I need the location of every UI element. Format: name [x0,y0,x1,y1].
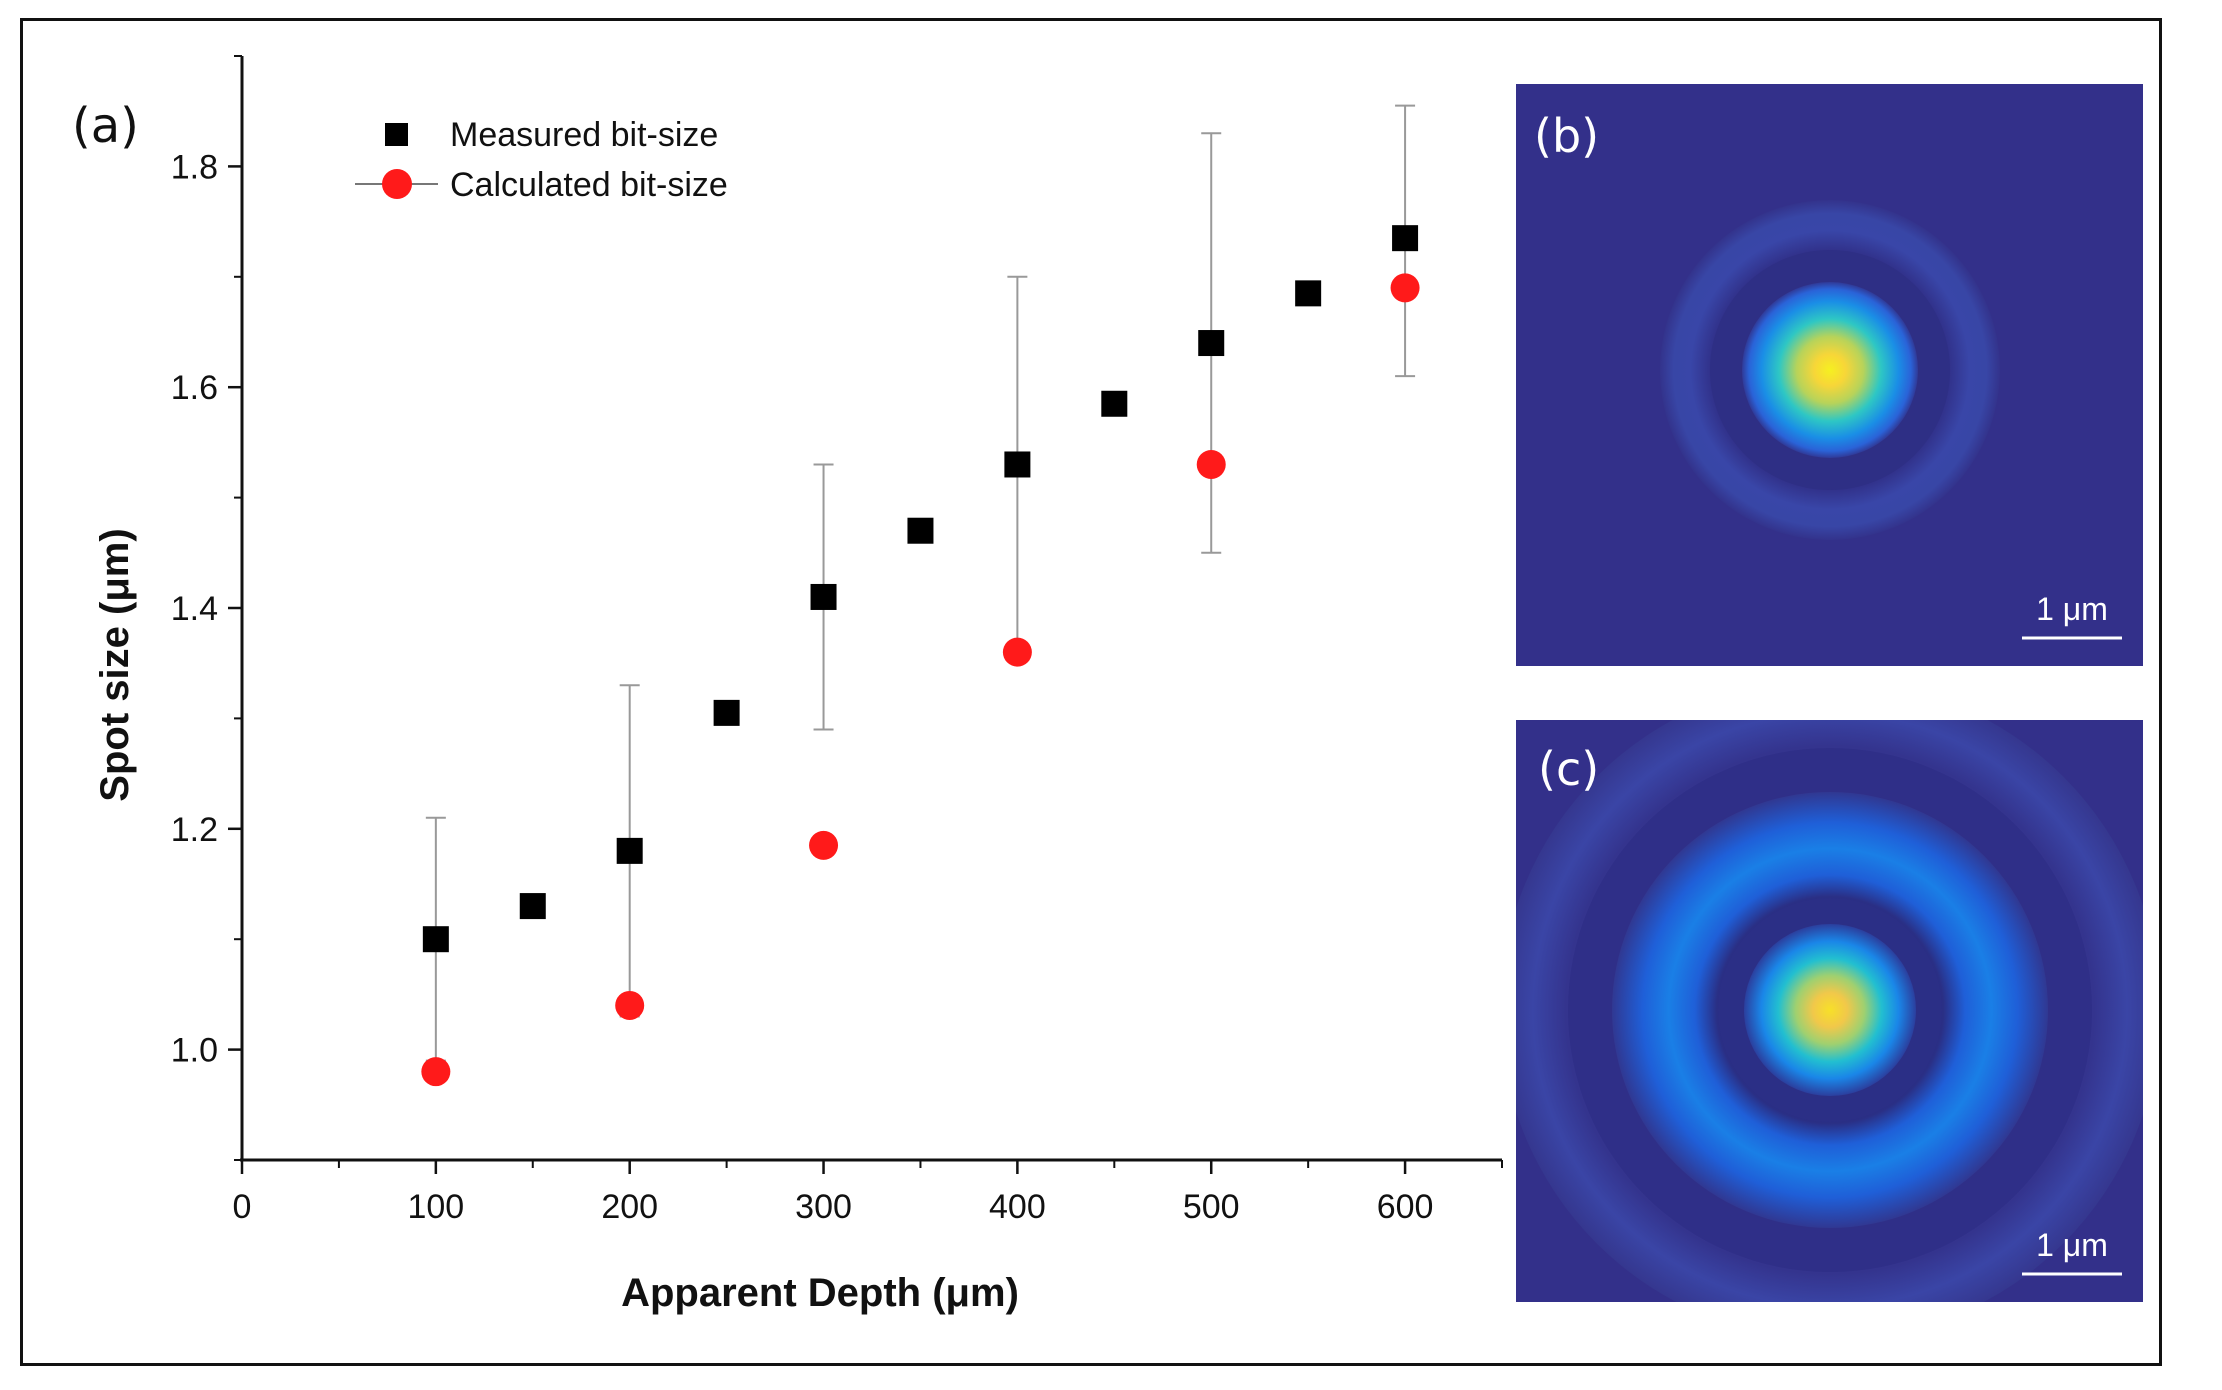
measured-point [907,517,934,544]
calculated-point [809,830,839,860]
x-axis-title: Apparent Depth (μm) [621,1271,1019,1315]
inset-b-central-spot [1742,282,1918,458]
y-axis-title: Spot size (μm) [93,528,137,801]
inset-c-label: (c) [1538,742,1599,796]
y-tick-label: 1.6 [171,369,218,407]
measured-point [713,699,740,726]
x-tick-label: 100 [407,1188,464,1226]
x-tick-label: 600 [1377,1188,1434,1226]
legend-square-marker [385,123,408,146]
figure-frame [20,18,2162,1366]
x-tick-label: 400 [989,1188,1046,1226]
y-tick-label: 1.8 [171,148,218,186]
inset-b-label: (b) [1534,109,1599,163]
panel-label-a: (a) [72,98,139,154]
error-bars [425,104,1416,1062]
measured-point [616,837,643,864]
data-points [421,225,1420,1087]
x-tick-label: 200 [601,1188,658,1226]
x-tick-label: 0 [233,1188,252,1226]
legend: Measured bit-size Calculated bit-size [355,116,728,204]
calculated-point [615,990,645,1020]
measured-point [1295,280,1322,307]
measured-point [1392,225,1419,252]
axis-ticks: 0 100 200 300 400 500 600 1.0 1.2 1.4 1.6 1.8 [171,55,1503,1226]
calculated-point [1390,273,1420,303]
measured-point [1004,451,1031,478]
plot-axes [240,56,1502,1162]
y-tick-label: 1.2 [171,811,218,849]
legend-circle-marker [382,169,412,199]
y-tick-label: 1.0 [171,1032,218,1070]
legend-label-measured: Measured bit-size [450,116,718,154]
inset-b-scale-label: 1 μm [2036,591,2108,627]
measured-point [1101,390,1128,417]
x-tick-label: 500 [1183,1188,1240,1226]
inset-b: (b) 1 μm [1516,84,2143,666]
y-tick-label: 1.4 [171,590,218,628]
inset-c-central-spot [1744,924,1916,1096]
calculated-point [1196,449,1226,479]
measured-point [519,893,546,920]
measured-point [422,926,449,953]
measured-point [810,583,837,610]
inset-c: (c) 1 μm [1516,720,2143,1302]
legend-label-calculated: Calculated bit-size [450,166,728,204]
measured-point [1198,330,1225,357]
inset-c-scale-label: 1 μm [2036,1227,2108,1263]
calculated-point [1002,637,1032,667]
x-tick-label: 300 [795,1188,852,1226]
calculated-point [421,1057,451,1087]
